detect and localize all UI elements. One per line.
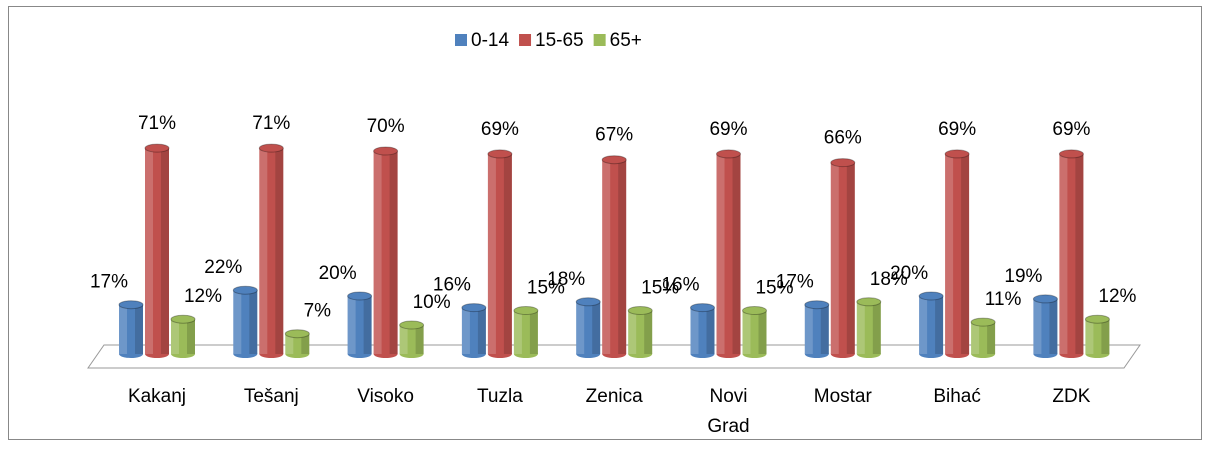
- value-label: 15%: [641, 278, 679, 299]
- bar: [232, 285, 258, 358]
- x-tick-label: Tešanj: [243, 386, 299, 407]
- value-label: 67%: [595, 125, 633, 146]
- bar: [144, 143, 170, 358]
- bar: [575, 297, 601, 358]
- x-tick-label: Bihać: [933, 386, 981, 407]
- legend-label: 15-65: [535, 30, 584, 51]
- bar: [716, 149, 741, 358]
- bar: [258, 143, 284, 358]
- bar: [918, 291, 944, 358]
- value-label: 20%: [890, 263, 928, 284]
- bar: [347, 291, 373, 358]
- x-tick-label: Kakanj: [127, 386, 187, 407]
- bar: [627, 306, 653, 358]
- value-label: 20%: [319, 263, 357, 284]
- bar: [373, 146, 399, 358]
- bar: [742, 306, 767, 358]
- bar: [690, 303, 715, 358]
- value-label: 12%: [1098, 286, 1136, 307]
- value-label: 69%: [709, 119, 747, 140]
- x-tick-label: Visoko: [357, 386, 414, 407]
- value-label: 17%: [90, 272, 128, 293]
- bar: [830, 158, 856, 358]
- bar: [461, 303, 487, 358]
- x-tick-label: Tuzla: [477, 386, 523, 407]
- bar: [944, 149, 970, 358]
- value-label: 11%: [985, 289, 1022, 310]
- legend-swatch: [455, 34, 467, 46]
- value-label: 15%: [527, 278, 565, 299]
- x-tick-label: Novi Grad: [707, 386, 750, 437]
- value-label: 69%: [1052, 119, 1090, 140]
- value-label: 12%: [184, 286, 222, 307]
- bar: [1032, 294, 1058, 358]
- value-label: 18%: [547, 269, 585, 290]
- x-tick-label: ZDK: [1052, 386, 1091, 407]
- value-label: 10%: [413, 292, 451, 313]
- legend-swatch: [593, 34, 606, 46]
- value-label: 66%: [824, 128, 862, 149]
- legend-label: 65+: [610, 30, 642, 51]
- value-label: 19%: [1004, 266, 1042, 287]
- bar: [284, 329, 310, 358]
- bar: [513, 306, 539, 358]
- value-label: 7%: [304, 301, 332, 322]
- value-label: 22%: [204, 257, 242, 278]
- value-label: 16%: [661, 275, 699, 296]
- bar: [487, 149, 513, 358]
- value-label: 71%: [252, 113, 290, 134]
- bar: [1084, 314, 1110, 358]
- x-tick-label: Mostar: [813, 386, 872, 407]
- value-label: 69%: [938, 119, 976, 140]
- value-label: 69%: [481, 119, 519, 140]
- bar: [601, 155, 627, 358]
- bar: [1058, 149, 1084, 358]
- x-tick-label: Zenica: [585, 386, 643, 407]
- value-label: 16%: [433, 275, 471, 296]
- value-label: 71%: [138, 113, 176, 134]
- bar: [856, 297, 882, 358]
- bar: [804, 300, 830, 358]
- bar: [170, 314, 196, 358]
- value-label: 17%: [776, 272, 814, 293]
- chart-border: [8, 6, 1202, 440]
- value-label: 18%: [870, 269, 908, 290]
- value-label: 15%: [755, 278, 793, 299]
- legend-swatch: [519, 34, 532, 46]
- bar: [118, 300, 144, 358]
- bar: [399, 320, 425, 358]
- legend-label: 0-14: [471, 30, 509, 51]
- value-label: 70%: [367, 116, 405, 137]
- bar: [970, 317, 996, 358]
